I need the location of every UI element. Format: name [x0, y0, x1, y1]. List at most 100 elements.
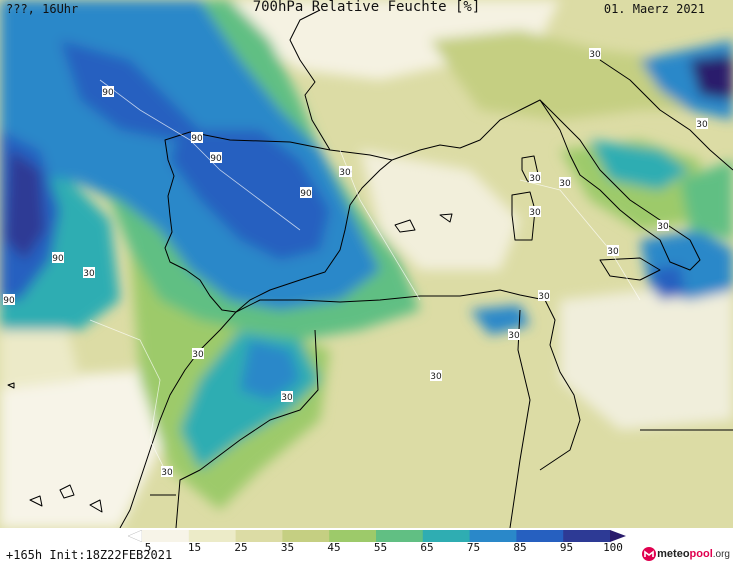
field-navy-calabria	[650, 265, 685, 300]
legend-tick-label: 75	[466, 541, 481, 554]
contour-label-bg	[210, 152, 222, 163]
contour-label: 30	[192, 350, 204, 360]
contour-label-bg	[161, 466, 173, 477]
legend-tick-label: 25	[234, 541, 248, 554]
contour-label: 30	[657, 222, 669, 232]
coast-madeira	[7, 382, 15, 389]
legend-swatch	[188, 530, 237, 542]
legend-arrow-high	[610, 530, 626, 542]
valid-time-label: ???, 16Uhr	[6, 2, 79, 16]
contour-label: 30	[161, 468, 173, 478]
legend-tick-label: 45	[327, 541, 341, 554]
contour-label-bg	[589, 48, 601, 59]
field-deep-blue-africa	[240, 340, 300, 400]
legend-swatch	[422, 530, 471, 542]
coast-france	[289, 9, 541, 161]
field-dry-east	[560, 280, 733, 430]
meteopool-logo-text: meteopool.org	[657, 548, 730, 560]
contour-labels: 90 90 90 90 90 90 30 30 30 30 30 30 30 30 30 30 30 30 30 30…	[3, 48, 708, 478]
contour-label: 90	[3, 296, 15, 306]
contour-label-bg	[3, 294, 15, 305]
coast-balkans	[599, 59, 733, 171]
legend-tick-label: 85	[513, 541, 527, 554]
contour-label: 90	[52, 254, 64, 264]
contour-label: 30	[607, 247, 619, 257]
contour-label: 90	[191, 134, 203, 144]
field-green-east	[680, 160, 733, 240]
legend-tick-label: 15	[187, 541, 202, 554]
coast-sicily	[599, 257, 661, 281]
contour-label-bg	[696, 118, 708, 129]
contour-label-bg	[529, 206, 541, 217]
contour-label-bg	[538, 290, 550, 301]
contour-label-bg	[83, 267, 95, 278]
legend-arrow-low	[128, 530, 143, 542]
border-algeria-morocco	[175, 329, 319, 528]
contour-label: 30	[529, 174, 541, 184]
contour-label-bg	[508, 329, 520, 340]
contour-label: 30	[559, 179, 571, 189]
coast-italy	[539, 99, 701, 271]
field-very-dry-north	[230, 0, 560, 80]
legend-swatch	[563, 530, 611, 542]
contour-label-bg	[192, 348, 204, 359]
field-deep-blue-north	[60, 40, 200, 140]
legend-tick-label: 65	[420, 541, 434, 554]
field-navy-adriatic	[690, 55, 733, 100]
field-green-north	[430, 30, 733, 120]
contour-label-bg	[281, 391, 293, 402]
coast-balearic	[394, 213, 453, 233]
legend-swatch	[469, 530, 517, 542]
contour-label: 90	[210, 154, 222, 164]
legend-tick-label: 95	[559, 541, 574, 554]
contour-label-bg	[607, 245, 619, 256]
legend-swatch	[329, 530, 377, 542]
contour-label: 30	[339, 168, 351, 178]
isoline-30-a	[89, 319, 166, 471]
contour-label: 30	[430, 372, 442, 382]
humidity-map: 90 90 90 90 90 90 30 30 30 30 30 30 30 30 30 30 30 30 30 30…	[0, 0, 733, 528]
legend-tick-label: 100	[603, 541, 623, 554]
isoline-30-c	[519, 179, 641, 301]
field-dry-center	[360, 150, 520, 270]
contour-label-bg	[52, 252, 64, 263]
color-legend	[128, 530, 626, 542]
field-blue-tunisia	[470, 305, 530, 335]
contour-label-bg	[657, 220, 669, 231]
legend-tick-label: 35	[280, 541, 295, 554]
coast-morocco-atlantic	[119, 311, 237, 528]
model-run-label: +165h Init:18Z22FEB2021	[6, 548, 173, 562]
coast-iberia	[164, 131, 393, 313]
contour-label: 30	[83, 269, 95, 279]
legend-tick-label: 5	[144, 541, 152, 554]
field-navy-west	[5, 150, 45, 260]
coast-north-africa	[235, 289, 581, 471]
isoline-90-a	[99, 79, 301, 231]
meteopool-logo[interactable]: meteopool.org	[641, 546, 730, 562]
legend-tick-label: 55	[373, 541, 388, 554]
valid-date-label: 01. Maerz 2021	[603, 2, 705, 16]
meteopool-logo-icon	[642, 547, 657, 561]
coast-canary	[29, 484, 103, 513]
contour-label: 90	[300, 189, 312, 199]
contour-label-bg	[430, 370, 442, 381]
field-blue-italy	[590, 140, 690, 190]
map-title: 700hPa Relative Feuchte [%]	[252, 0, 481, 15]
contour-label: 90	[102, 88, 114, 98]
contour-label-bg	[559, 177, 571, 188]
legend-swatch	[282, 530, 330, 542]
contour-label: 30	[529, 208, 541, 218]
contour-label-bg	[339, 166, 351, 177]
field-dry-southwest	[0, 370, 170, 528]
contour-label-bg	[191, 132, 203, 143]
contour-label-bg	[529, 172, 541, 183]
contour-label-bg	[102, 86, 114, 97]
legend-swatch	[516, 530, 564, 542]
contour-label: 30	[508, 331, 520, 341]
legend-swatch	[376, 530, 424, 542]
contour-label: 30	[696, 120, 708, 130]
contour-label-bg	[300, 187, 312, 198]
legend-swatch	[142, 530, 190, 542]
contour-label: 30	[281, 393, 293, 403]
contour-label: 30	[538, 292, 550, 302]
